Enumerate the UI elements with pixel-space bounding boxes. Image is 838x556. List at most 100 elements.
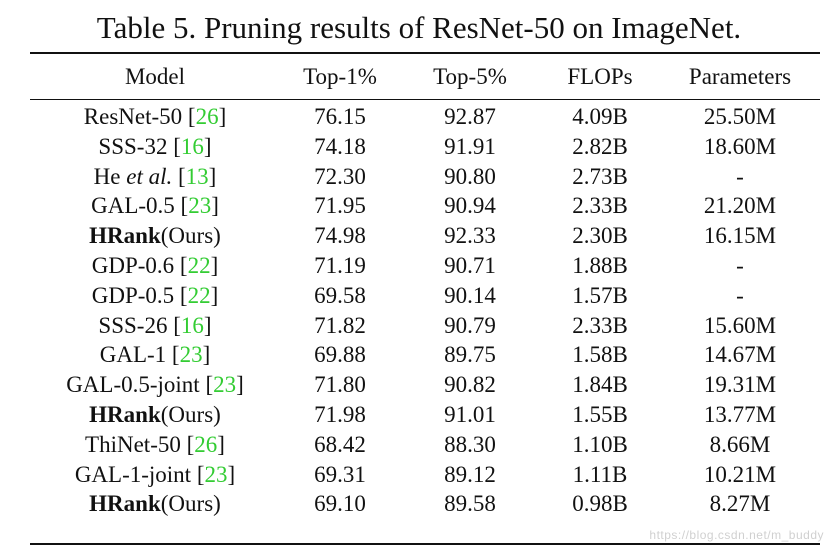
table-row: GAL-1-joint [23] 69.31 89.12 1.11B 10.21M — [30, 460, 820, 490]
citation[interactable]: [16] — [173, 312, 212, 338]
model-name: He — [93, 163, 121, 189]
citation-number[interactable]: 23 — [188, 193, 212, 219]
bottom-rule — [30, 543, 820, 545]
cell-flops: 1.11B — [572, 461, 628, 487]
model-name: GAL-1-joint — [74, 461, 192, 487]
cell-model: GAL-1-joint [23] — [30, 460, 280, 490]
cell-top1: 68.42 — [314, 431, 366, 457]
cell-top5: 89.12 — [444, 461, 496, 487]
cell-top5: 92.33 — [444, 223, 496, 249]
cell-params: 10.21M — [703, 461, 777, 487]
model-name: GAL-0.5-joint — [66, 372, 200, 398]
cell-model: SSS-32 [16] — [30, 132, 280, 162]
citation-number[interactable]: 22 — [187, 252, 211, 278]
model-name: ResNet-50 — [83, 104, 183, 129]
cell-top1: 72.30 — [314, 163, 366, 189]
cell-top5: 90.79 — [444, 312, 496, 338]
cell-top1: 71.19 — [314, 252, 366, 278]
cell-top5: 88.30 — [444, 431, 496, 457]
cell-top1: 76.15 — [314, 104, 366, 129]
cell-top5: 92.87 — [444, 104, 496, 129]
cell-top5: 89.75 — [444, 342, 496, 368]
citation[interactable]: [23] — [171, 342, 211, 368]
cell-top5: 90.80 — [444, 163, 496, 189]
watermark: https://blog.csdn.net/m_buddy — [649, 528, 824, 542]
header-top5: Top-5% — [433, 64, 507, 89]
model-name-bold: HRank — [89, 401, 161, 427]
citation[interactable]: [23] — [205, 372, 244, 398]
citation[interactable]: [26] — [186, 431, 225, 457]
header-model: Model — [124, 64, 186, 89]
table-row: SSS-32 [16] 74.18 91.91 2.82B 18.60M — [30, 132, 820, 162]
cell-params: 21.20M — [703, 193, 777, 219]
cell-params: 16.15M — [703, 223, 777, 249]
cell-params: - — [736, 163, 744, 189]
table-row: GAL-0.5 [23] 71.95 90.94 2.33B 21.20M — [30, 191, 820, 221]
citation-number[interactable]: 22 — [187, 282, 211, 308]
citation[interactable]: [22] — [179, 252, 219, 278]
citation-number[interactable]: 23 — [204, 461, 228, 487]
cell-params: - — [736, 282, 744, 308]
table-row: GDP-0.6 [22] 71.19 90.71 1.88B - — [30, 251, 820, 281]
cell-top1: 71.80 — [314, 372, 366, 398]
cell-model: HRank(Ours) — [30, 221, 280, 251]
model-name-bold: HRank — [89, 223, 161, 249]
cell-model: HRank(Ours) — [30, 489, 280, 519]
model-name-italic: et al. — [126, 163, 173, 189]
citation[interactable]: [13] — [177, 163, 217, 189]
cell-top5: 91.01 — [444, 401, 496, 427]
cell-model: ResNet-50 [26] — [30, 102, 280, 132]
header-row: Model Top-1% Top-5% FLOPs Parameters — [30, 55, 820, 99]
cell-model: GAL-0.5 [23] — [30, 191, 280, 221]
model-suffix: (Ours) — [160, 491, 221, 517]
citation-number[interactable]: 23 — [179, 342, 203, 368]
citation[interactable]: [23] — [196, 461, 236, 487]
cell-flops: 1.10B — [572, 431, 628, 457]
header-top1: Top-1% — [303, 64, 377, 89]
cell-flops: 2.82B — [572, 133, 628, 159]
header-rule — [30, 99, 820, 100]
cell-model: SSS-26 [16] — [30, 311, 280, 341]
citation[interactable]: [22] — [179, 282, 219, 308]
citation-number[interactable]: 16 — [180, 312, 204, 338]
cell-top5: 91.91 — [444, 133, 496, 159]
model-name: GDP-0.6 — [91, 252, 175, 278]
model-name: SSS-32 — [98, 133, 168, 159]
model-name: GAL-1 — [99, 342, 167, 368]
citation-number[interactable]: 23 — [213, 372, 237, 398]
table-row: ResNet-50 [26] 76.15 92.87 4.09B 25.50M — [30, 102, 820, 132]
table-row: SSS-26 [16] 71.82 90.79 2.33B 15.60M — [30, 311, 820, 341]
model-name-bold: HRank — [89, 491, 161, 517]
cell-top5: 90.14 — [444, 282, 496, 308]
header-flops: FLOPs — [567, 64, 633, 89]
cell-top5: 90.94 — [444, 193, 496, 219]
cell-flops: 0.98B — [572, 491, 628, 517]
citation-number[interactable]: 13 — [185, 163, 209, 189]
table-row: HRank(Ours) 71.98 91.01 1.55B 13.77M — [30, 400, 820, 430]
cell-model: GAL-1 [23] — [30, 340, 280, 370]
model-name: SSS-26 — [98, 312, 168, 338]
cell-flops: 1.55B — [572, 401, 628, 427]
cell-model: HRank(Ours) — [30, 400, 280, 430]
citation[interactable]: [26] — [187, 104, 227, 129]
table-row: He et al. [13] 72.30 90.80 2.73B - — [30, 162, 820, 192]
cell-model: He et al. [13] — [30, 162, 280, 192]
table-row: HRank(Ours) 74.98 92.33 2.30B 16.15M — [30, 221, 820, 251]
citation-number[interactable]: 26 — [195, 104, 219, 129]
citation[interactable]: [16] — [173, 133, 212, 159]
cell-flops: 2.30B — [572, 223, 628, 249]
cell-top1: 74.18 — [314, 133, 366, 159]
cell-flops: 2.33B — [572, 193, 628, 219]
citation[interactable]: [23] — [180, 193, 219, 219]
cell-flops: 2.73B — [572, 163, 628, 189]
cell-top1: 74.98 — [314, 223, 366, 249]
cell-params: 14.67M — [703, 342, 777, 368]
citation-number[interactable]: 26 — [194, 431, 218, 457]
cell-top1: 71.82 — [314, 312, 366, 338]
cell-top1: 69.31 — [314, 461, 366, 487]
cell-top1: 71.95 — [314, 193, 366, 219]
cell-params: 25.50M — [703, 104, 777, 129]
cell-flops: 4.09B — [572, 104, 628, 129]
cell-top1: 69.58 — [314, 282, 366, 308]
citation-number[interactable]: 16 — [180, 133, 204, 159]
